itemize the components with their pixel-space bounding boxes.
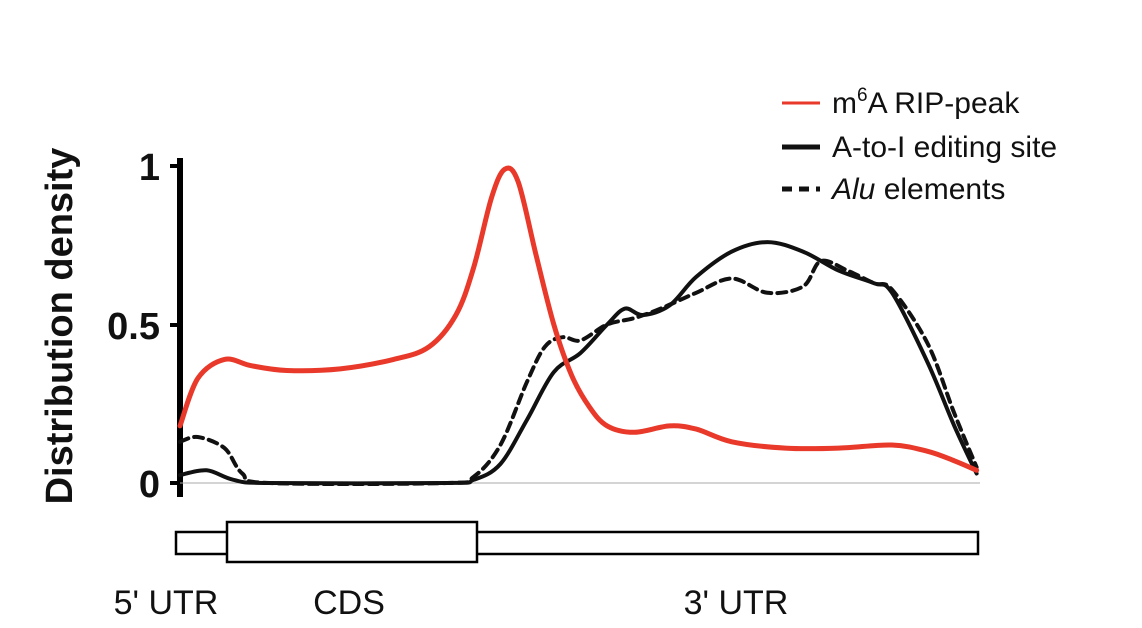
legend-m6a-prefix: m bbox=[832, 87, 857, 120]
label-cds: CDS bbox=[313, 584, 385, 622]
legend-alu-suffix: elements bbox=[875, 173, 1005, 206]
series-layer bbox=[177, 165, 980, 487]
legend-label-m6a: m6A RIP-peak bbox=[832, 85, 1020, 120]
label-3utr: 3' UTR bbox=[684, 584, 789, 622]
legend-alu-italic: Alu bbox=[830, 173, 876, 206]
legend-label-editing: A-to-I editing site bbox=[832, 131, 1057, 164]
legend: m6A RIP-peak A-to-I editing site Alu ele… bbox=[782, 85, 1057, 206]
label-5utr: 5' UTR bbox=[114, 584, 219, 622]
legend-m6a-superscript: 6 bbox=[857, 85, 868, 106]
cds-box bbox=[225, 520, 479, 564]
y-tick-label: 0 bbox=[139, 464, 160, 506]
series-line-a-to-i-editing-site bbox=[178, 240, 979, 486]
legend-m6a-suffix: A RIP-peak bbox=[868, 87, 1021, 120]
y-axis-title: Distribution density bbox=[39, 148, 81, 505]
gene-model: 5' UTR CDS 3' UTR bbox=[114, 520, 980, 622]
y-tick-label: 1 bbox=[139, 147, 160, 189]
y-tick-label: 0.5 bbox=[107, 306, 160, 348]
series-line-m6a-rip-peak bbox=[177, 165, 980, 473]
legend-label-alu: Alu elements bbox=[830, 173, 1005, 206]
